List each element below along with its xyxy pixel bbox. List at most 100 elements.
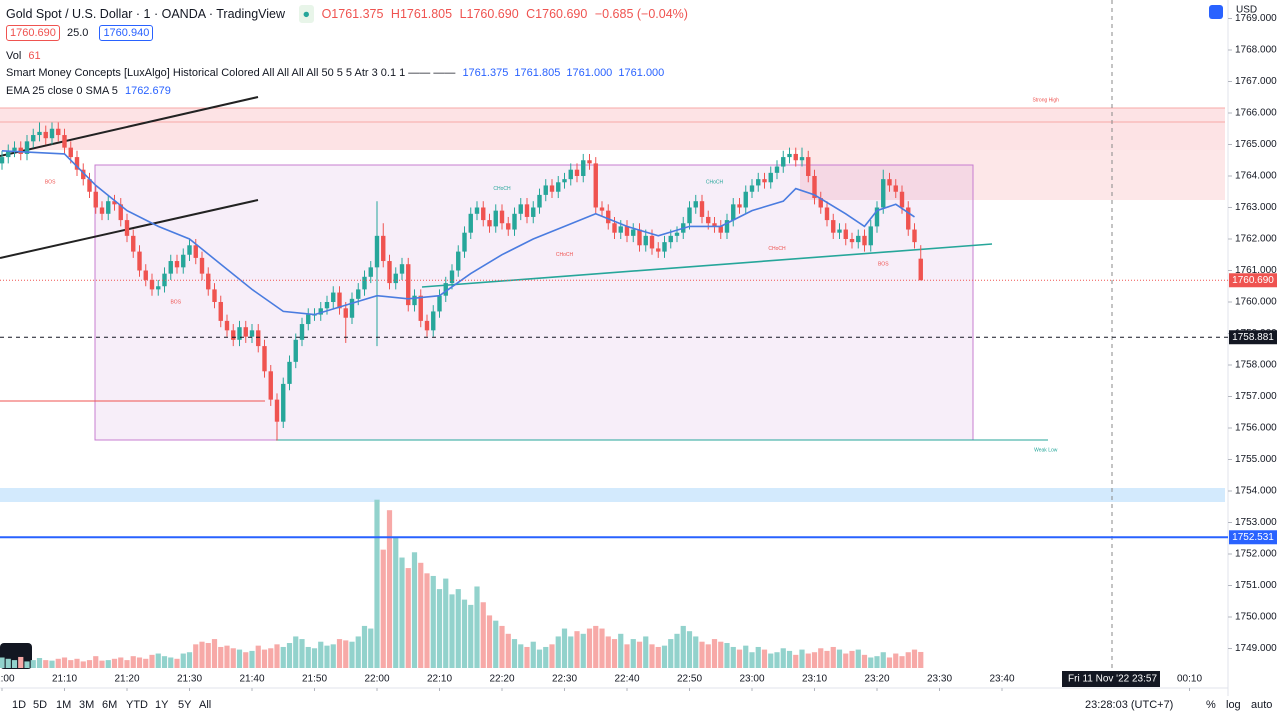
range-button[interactable]: YTD [126, 699, 148, 711]
candle-body [524, 204, 530, 217]
volume-bar [755, 646, 761, 668]
log-control[interactable]: log [1226, 699, 1241, 711]
candle-body [868, 226, 873, 246]
volume-bar [655, 646, 661, 668]
candle-body [174, 261, 180, 268]
candle-body [706, 216, 711, 224]
volume-bar [293, 636, 299, 668]
smc-name[interactable]: Smart Money Concepts [LuxAlgo] Historica… [6, 67, 456, 79]
range-button[interactable]: 1M [56, 699, 72, 711]
volume-bar [424, 573, 430, 668]
candle-body [749, 185, 755, 192]
vol-name[interactable]: Vol [6, 50, 22, 62]
x-tick-label: 23:00 [739, 674, 764, 685]
volume-bar [324, 645, 330, 668]
range-button[interactable]: 6M [102, 699, 118, 711]
candle-body [718, 226, 723, 233]
candle-body [262, 346, 267, 372]
volume-bar [849, 650, 855, 668]
candle-body [737, 204, 742, 208]
symbol-title[interactable]: Gold Spot / U.S. Dollar · 1 · OANDA · Tr… [6, 7, 286, 21]
candle-body [249, 330, 255, 337]
candle-body [218, 301, 223, 321]
volume-bar [611, 639, 618, 668]
percent-control[interactable]: % [1206, 699, 1216, 711]
candle-body [81, 169, 86, 180]
crosshair-time: 23:57 [1132, 674, 1157, 685]
volume-bar [774, 652, 780, 668]
range-button[interactable]: 3M [79, 699, 95, 711]
structure-label: BOS [170, 299, 181, 305]
candle-body [224, 320, 230, 331]
volume-bar [511, 639, 518, 668]
volume-bar [605, 636, 611, 668]
candle-body [531, 207, 536, 217]
volume-bar [74, 658, 80, 668]
candle-body [874, 207, 880, 227]
x-tick-label: 21:00 [0, 674, 15, 685]
x-tick-label: 00:10 [1177, 674, 1202, 685]
ask[interactable]: 1760.940 [99, 25, 154, 41]
volume-bar [868, 657, 874, 668]
supply-zone [800, 150, 1225, 200]
candle-body [124, 220, 130, 236]
candle-body [487, 220, 492, 227]
volume-bar [618, 633, 624, 668]
volume-bar [674, 633, 680, 668]
volume-bar [149, 654, 155, 668]
y-tick-label: 1752.000 [1235, 549, 1277, 560]
candle-body [99, 207, 105, 214]
candle-body [799, 157, 805, 161]
candle-body [406, 264, 411, 306]
range-button[interactable]: 5Y [178, 699, 192, 711]
candle-body [712, 223, 717, 227]
candle-body [793, 153, 798, 161]
candle-body [762, 179, 767, 183]
volume-bar [636, 641, 643, 668]
structure-label: BOS [45, 180, 56, 186]
candle-body [149, 279, 155, 290]
y-tick-label: 1766.000 [1235, 108, 1277, 119]
header: Gold Spot / U.S. Dollar · 1 · OANDA · Tr… [6, 5, 688, 23]
candle-body [512, 213, 517, 230]
auto-control[interactable]: auto [1251, 699, 1273, 711]
candle-body [687, 207, 692, 224]
price-label-box [1229, 273, 1277, 288]
volume-bar [786, 650, 793, 668]
candle-body [581, 160, 586, 176]
ema-name[interactable]: EMA 25 close 0 SMA 5 [6, 85, 118, 97]
volume-bar [174, 658, 180, 668]
price-axis [1228, 0, 1280, 696]
candle-body [881, 179, 886, 208]
candle-body [306, 314, 311, 325]
range-button[interactable]: 5D [33, 699, 48, 711]
range-button[interactable]: All [199, 699, 212, 711]
candle-body [31, 135, 36, 142]
auto-scale-icon[interactable] [1209, 5, 1223, 19]
structure-label: CHoCH [556, 252, 574, 258]
candle-body [431, 311, 436, 331]
candle-body [237, 327, 242, 340]
candle-body [374, 235, 380, 268]
y-tick-label: 1751.000 [1235, 580, 1277, 591]
candle-body [606, 210, 611, 224]
crosshair-date-box [1062, 671, 1160, 687]
volume-bar [468, 604, 474, 668]
volume-bar [386, 510, 393, 668]
candle-body [399, 264, 405, 274]
volume-bar [449, 594, 455, 668]
volume-bar [336, 639, 343, 668]
volume-bar [686, 631, 693, 668]
range-button[interactable]: 1D [12, 699, 27, 711]
candle-body [574, 169, 580, 176]
currency[interactable]: USD [1236, 5, 1257, 16]
volume-bar [624, 644, 630, 668]
volume-bar [568, 636, 574, 668]
volume-bar [361, 625, 368, 668]
range-button[interactable]: 1Y [155, 699, 169, 711]
quote-row: 1760.690 25.0 1760.940 [6, 25, 157, 41]
supply-zone [0, 108, 1225, 150]
bid[interactable]: 1760.690 [6, 25, 60, 41]
x-tick-label: 22:00 [364, 674, 389, 685]
candle-body [343, 308, 348, 318]
